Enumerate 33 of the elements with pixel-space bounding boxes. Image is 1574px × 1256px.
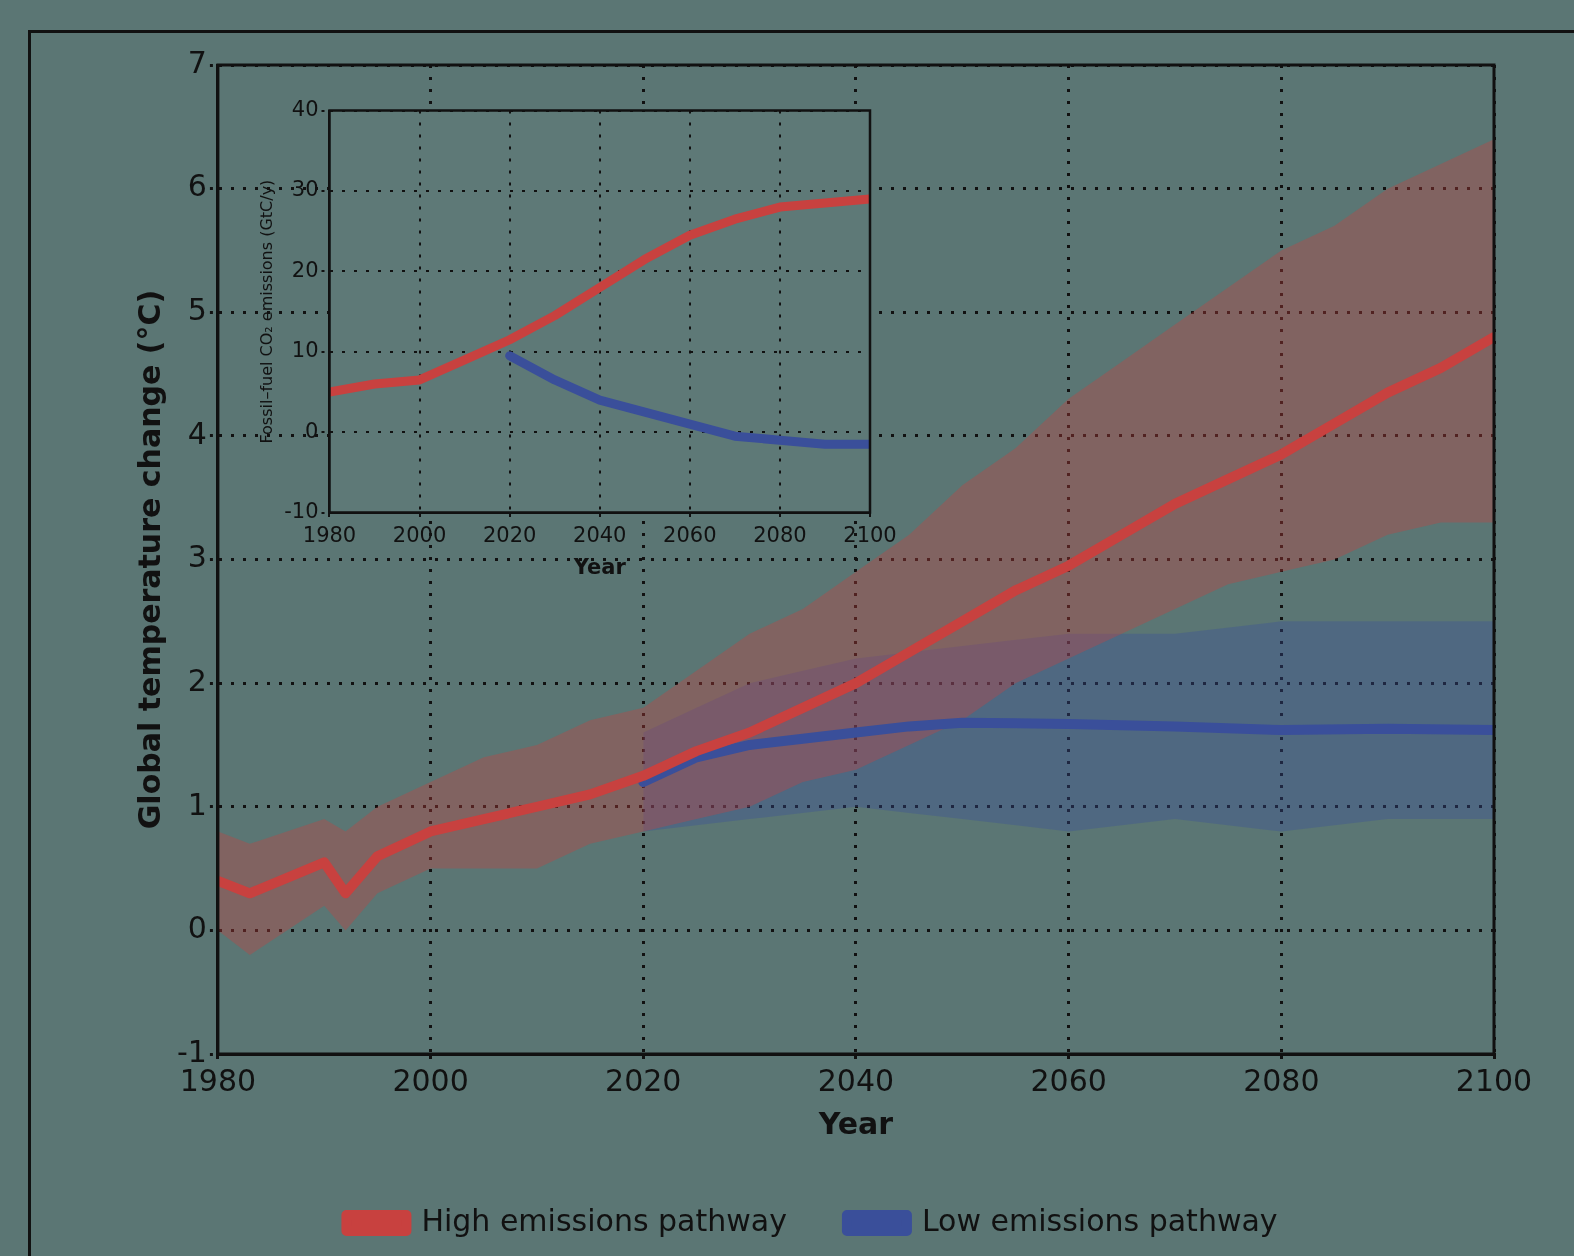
x-tick-label: 2060 <box>1030 1062 1107 1098</box>
x-tick-label: 2060 <box>663 522 717 547</box>
y-axis-title: Fossil–fuel CO₂ emissions (GtC/y) <box>256 179 276 444</box>
y-tick-label: 30 <box>291 177 319 202</box>
x-tick-label: 2020 <box>482 522 537 547</box>
y-tick-label: 0 <box>187 910 207 946</box>
y-tick-label: -10 <box>284 499 319 524</box>
y-tick-label: 7 <box>187 44 207 80</box>
x-tick-label: 2100 <box>1455 1062 1533 1098</box>
x-tick-label: 2040 <box>573 522 627 547</box>
x-tick-label: 2000 <box>392 1062 469 1098</box>
x-axis-title: Year <box>572 554 627 579</box>
x-tick-label: 2100 <box>843 522 897 547</box>
legend-label: Low emissions pathway <box>921 1202 1278 1238</box>
x-axis-title: Year <box>817 1105 894 1141</box>
y-tick-label: 10 <box>291 338 319 363</box>
y-tick-label: 1 <box>187 786 207 822</box>
y-tick-label: 6 <box>187 168 207 204</box>
y-tick-label: 5 <box>187 292 207 328</box>
y-tick-label: 20 <box>291 257 319 282</box>
legend-label: High emissions pathway <box>421 1202 787 1238</box>
y-tick-label: 3 <box>187 539 207 575</box>
y-tick-label: 0 <box>305 418 319 443</box>
x-tick-label: 2000 <box>392 522 447 547</box>
x-tick-label: 2080 <box>753 522 807 547</box>
x-tick-label: 2080 <box>1243 1062 1320 1098</box>
y-tick-label: 2 <box>187 662 207 698</box>
y-tick-label: 40 <box>291 97 319 122</box>
y-axis-title: Global temperature change (°C) <box>131 289 167 830</box>
x-tick-label: 2040 <box>817 1062 895 1098</box>
x-tick-label: 2020 <box>605 1062 682 1098</box>
y-tick-label: 4 <box>187 415 207 451</box>
x-tick-label: 1980 <box>302 522 357 547</box>
